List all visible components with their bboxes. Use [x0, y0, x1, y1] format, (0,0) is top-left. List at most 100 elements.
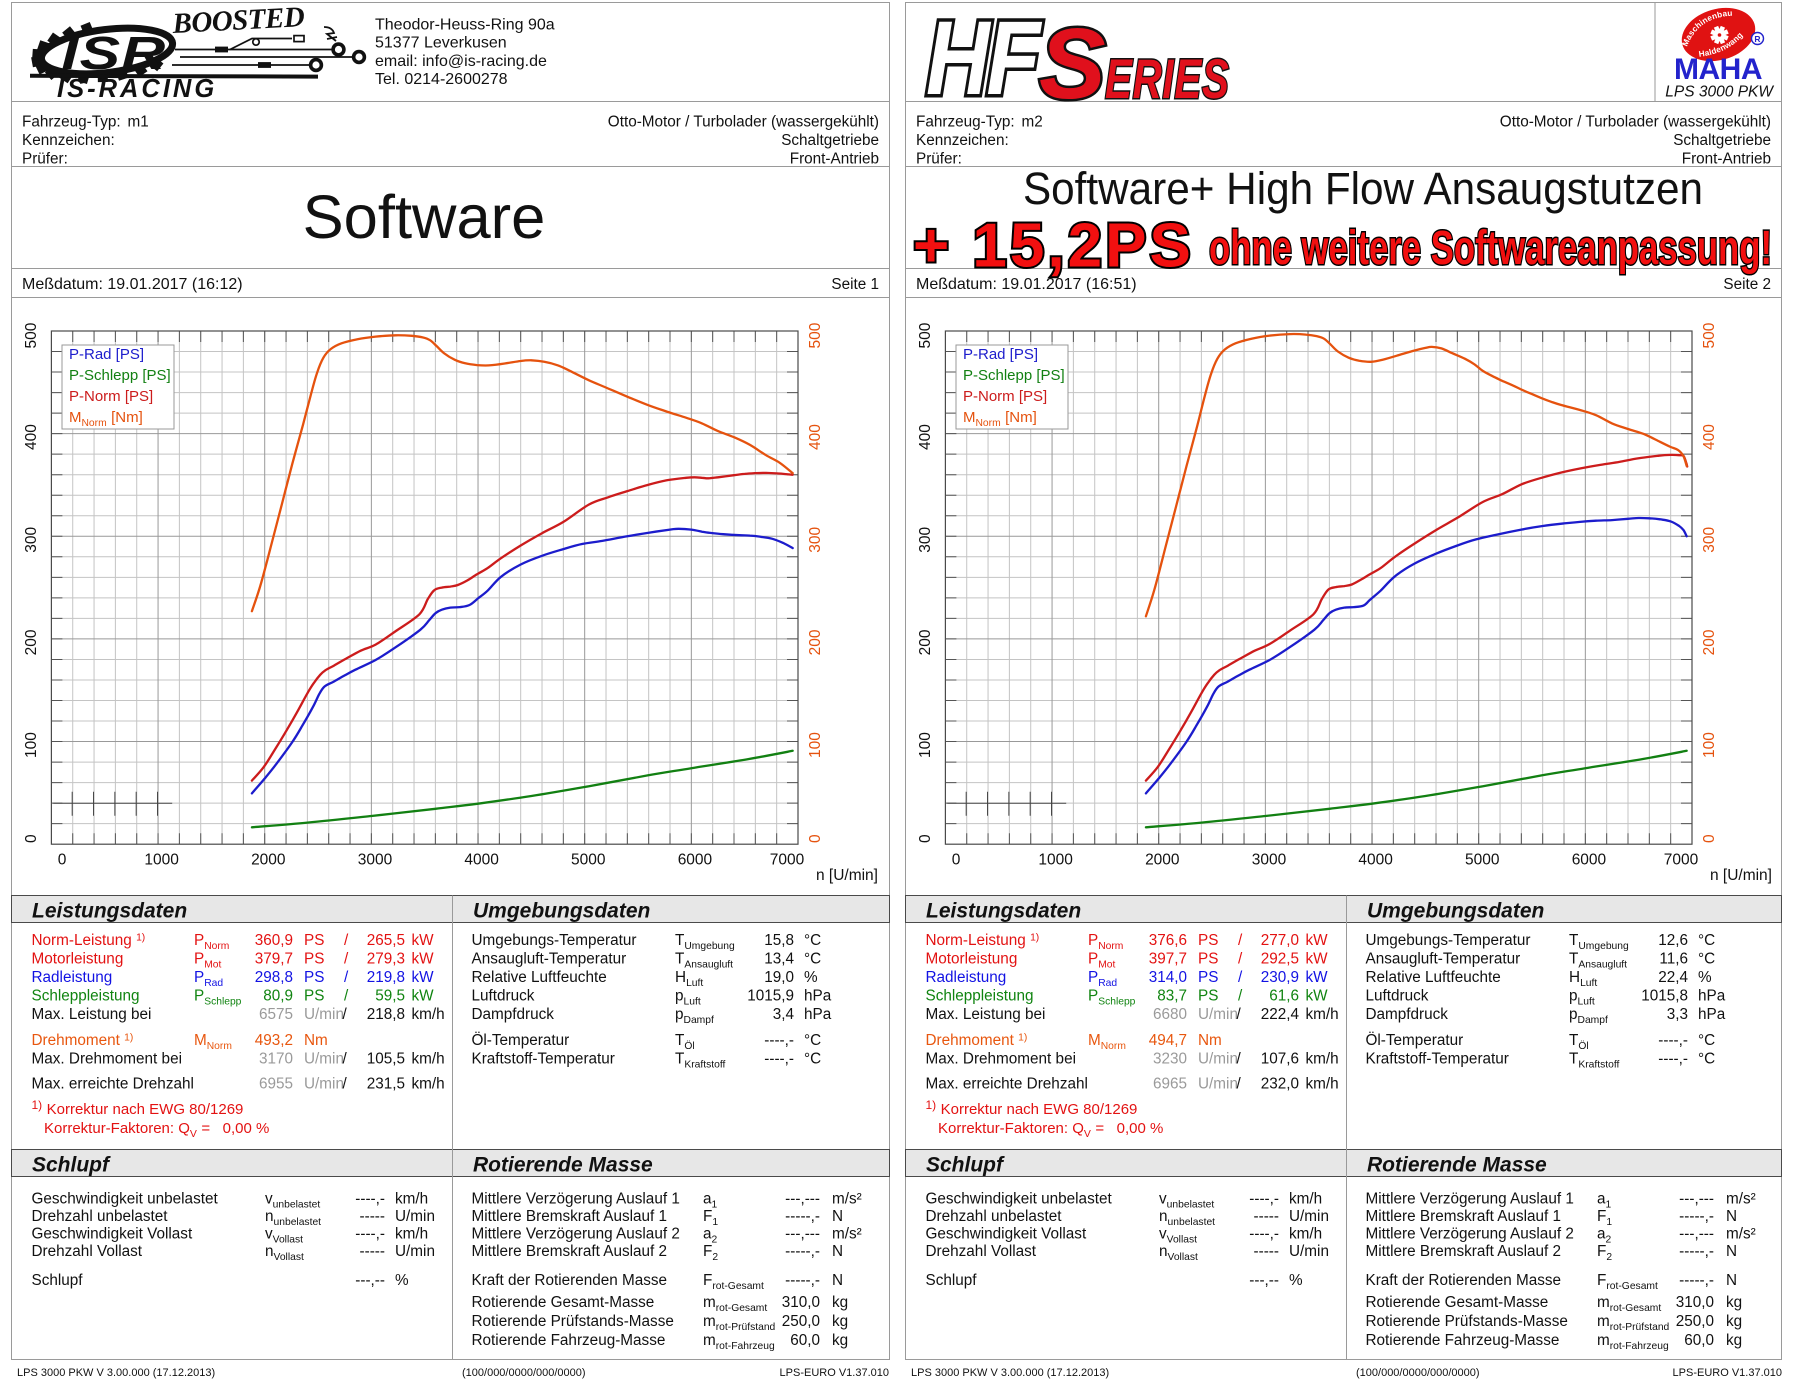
svg-text:Schleppleistung: Schleppleistung [32, 988, 140, 1005]
svg-text:Rotierende Masse: Rotierende Masse [1367, 1154, 1547, 1177]
svg-text:Max. Leistung bei: Max. Leistung bei [32, 1006, 152, 1023]
svg-text:PS: PS [1198, 951, 1218, 968]
svg-text:----,-: ----,- [1658, 1051, 1688, 1068]
svg-text:P-Schlepp [PS]: P-Schlepp [PS] [963, 367, 1065, 384]
svg-text:/: / [343, 1006, 348, 1023]
svg-text:kW: kW [412, 932, 435, 949]
svg-text:218,8: 218,8 [367, 1006, 405, 1023]
svg-text:/: / [1238, 932, 1243, 949]
svg-text:Kraft der Rotierenden Masse: Kraft der Rotierenden Masse [1366, 1272, 1562, 1289]
svg-text:Rotierende Gesamt-Masse: Rotierende Gesamt-Masse [472, 1294, 655, 1311]
svg-text:Drehzahl unbelastet: Drehzahl unbelastet [32, 1208, 169, 1225]
svg-text:Umgebungs-Temperatur: Umgebungs-Temperatur [1366, 932, 1531, 949]
svg-text:U/min: U/min [304, 1006, 344, 1023]
svg-text:Max. Leistung bei: Max. Leistung bei [926, 1006, 1046, 1023]
svg-text:Motorleistung: Motorleistung [926, 951, 1018, 968]
svg-text:---,--: ---,-- [1249, 1272, 1279, 1289]
svg-text:Geschwindigkeit unbelastet: Geschwindigkeit unbelastet [926, 1191, 1113, 1208]
svg-text:200: 200 [917, 629, 934, 655]
svg-text:kW: kW [1306, 969, 1329, 986]
svg-text:0: 0 [952, 852, 961, 869]
svg-text:200: 200 [23, 629, 40, 655]
svg-text:400: 400 [1701, 424, 1718, 450]
svg-text:km/h: km/h [1306, 1076, 1339, 1093]
svg-text:Rotierende Prüfstands-Masse: Rotierende Prüfstands-Masse [472, 1313, 674, 1330]
svg-text:Leistungsdaten: Leistungsdaten [32, 900, 187, 923]
svg-text:----,-: ----,- [1249, 1191, 1279, 1208]
svg-text:n [U/min]: n [U/min] [1710, 867, 1772, 884]
svg-text:km/h: km/h [1289, 1191, 1322, 1208]
svg-text:m1: m1 [128, 114, 149, 131]
svg-text:Korrektur-Faktoren: QV = 0,: Korrektur-Faktoren: QV = 0,00 % [938, 1120, 1163, 1140]
svg-text:P-Norm [PS]: P-Norm [PS] [963, 388, 1047, 405]
svg-text:ohne weitere Softwareanpassung: ohne weitere Softwareanpassung! [1209, 222, 1772, 275]
svg-text:231,5: 231,5 [367, 1076, 405, 1093]
svg-text:-----: ----- [1254, 1243, 1279, 1260]
svg-text:-----,-: -----,- [785, 1243, 820, 1260]
svg-text:59,5: 59,5 [375, 988, 405, 1005]
svg-text:Schlupf: Schlupf [926, 1272, 978, 1289]
svg-text:N: N [832, 1208, 843, 1225]
svg-text:Luftdruck: Luftdruck [472, 988, 535, 1005]
svg-text:P-Norm [PS]: P-Norm [PS] [69, 388, 153, 405]
svg-text:°C: °C [1698, 951, 1715, 968]
svg-text:Kraftstoff-Temperatur: Kraftstoff-Temperatur [1366, 1051, 1509, 1068]
svg-text:Mittlere Bremskraft Auslauf 1: Mittlere Bremskraft Auslauf 1 [472, 1208, 668, 1225]
svg-text:-----,-: -----,- [1679, 1208, 1714, 1225]
svg-text:°C: °C [1698, 1051, 1715, 1068]
svg-text:3,4: 3,4 [773, 1006, 795, 1023]
svg-text:N: N [1726, 1208, 1737, 1225]
svg-text:100: 100 [917, 732, 934, 758]
svg-text:/: / [1237, 1076, 1242, 1093]
svg-text:Schaltgetriebe: Schaltgetriebe [1673, 132, 1771, 149]
svg-text:300: 300 [807, 526, 824, 552]
svg-text:Rotierende Prüfstands-Masse: Rotierende Prüfstands-Masse [1366, 1313, 1568, 1330]
svg-text:/: / [344, 951, 349, 968]
svg-text:360,9: 360,9 [255, 932, 293, 949]
svg-text:Software: Software [303, 183, 546, 252]
svg-text:1) Korrektur nach EWG 80/1269: 1) Korrektur nach EWG 80/1269 [32, 1098, 244, 1118]
svg-text:Software+ High Flow Ansaugstut: Software+ High Flow Ansaugstutzen [1023, 163, 1703, 214]
svg-text:Kennzeichen:: Kennzeichen: [916, 132, 1009, 149]
svg-text:Drehzahl Vollast: Drehzahl Vollast [32, 1243, 143, 1260]
svg-text:300: 300 [917, 526, 934, 552]
svg-text:S: S [1039, 8, 1106, 120]
svg-text:/: / [343, 1076, 348, 1093]
svg-text:N: N [832, 1243, 843, 1260]
svg-text:LPS-EURO V1.37.010: LPS-EURO V1.37.010 [780, 1367, 889, 1379]
svg-text:Radleistung: Radleistung [32, 969, 113, 986]
svg-text:m/s²: m/s² [832, 1226, 862, 1243]
svg-text:222,4: 222,4 [1261, 1006, 1300, 1023]
svg-text:6575: 6575 [259, 1006, 293, 1023]
svg-text:LPS-EURO V1.37.010: LPS-EURO V1.37.010 [1673, 1367, 1782, 1379]
svg-text:6680: 6680 [1153, 1006, 1187, 1023]
svg-text:Geschwindigkeit Vollast: Geschwindigkeit Vollast [926, 1226, 1087, 1243]
svg-text:Ansaugluft-Temperatur: Ansaugluft-Temperatur [1366, 951, 1521, 968]
svg-text:---,---: ---,--- [785, 1191, 820, 1208]
svg-text:m2: m2 [1022, 114, 1043, 131]
svg-text:265,5: 265,5 [367, 932, 405, 949]
svg-text:kW: kW [1306, 932, 1329, 949]
svg-text:314,0: 314,0 [1149, 969, 1187, 986]
svg-text:100: 100 [23, 732, 40, 758]
svg-text:ISR: ISR [61, 28, 166, 79]
svg-text:P-Rad [PS]: P-Rad [PS] [69, 346, 144, 363]
svg-text:PS: PS [304, 988, 324, 1005]
svg-text:----,-: ----,- [1658, 1032, 1688, 1049]
svg-text:-----: ----- [360, 1243, 385, 1260]
svg-text:3000: 3000 [358, 852, 393, 869]
svg-text:hPa: hPa [1698, 1006, 1726, 1023]
svg-text:379,7: 379,7 [255, 951, 293, 968]
svg-text:Öl-Temperatur: Öl-Temperatur [472, 1031, 570, 1049]
svg-text:U/min: U/min [395, 1243, 435, 1260]
svg-text:Mittlere Verzögerung Auslauf 2: Mittlere Verzögerung Auslauf 2 [1366, 1226, 1574, 1243]
svg-text:PS: PS [304, 951, 324, 968]
svg-text:N: N [1726, 1272, 1737, 1289]
svg-text:Rotierende Fahrzeug-Masse: Rotierende Fahrzeug-Masse [472, 1332, 666, 1349]
svg-text:-----,-: -----,- [1679, 1272, 1714, 1289]
svg-text:----,-: ----,- [764, 1051, 794, 1068]
svg-text:376,6: 376,6 [1149, 932, 1187, 949]
svg-text:(100/000/0000/000/0000): (100/000/0000/000/0000) [462, 1367, 586, 1379]
svg-text:11,6: 11,6 [1659, 951, 1688, 968]
svg-text:1015,9: 1015,9 [747, 988, 794, 1005]
